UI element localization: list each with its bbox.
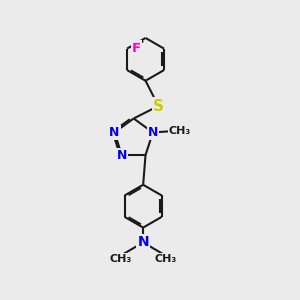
Text: F: F [132, 42, 141, 55]
Text: S: S [153, 98, 164, 113]
Text: N: N [109, 126, 120, 139]
Text: N: N [137, 236, 149, 249]
Text: CH₃: CH₃ [155, 254, 177, 264]
Text: N: N [117, 148, 127, 162]
Text: CH₃: CH₃ [169, 126, 191, 136]
Text: N: N [148, 126, 158, 139]
Text: CH₃: CH₃ [109, 254, 131, 264]
